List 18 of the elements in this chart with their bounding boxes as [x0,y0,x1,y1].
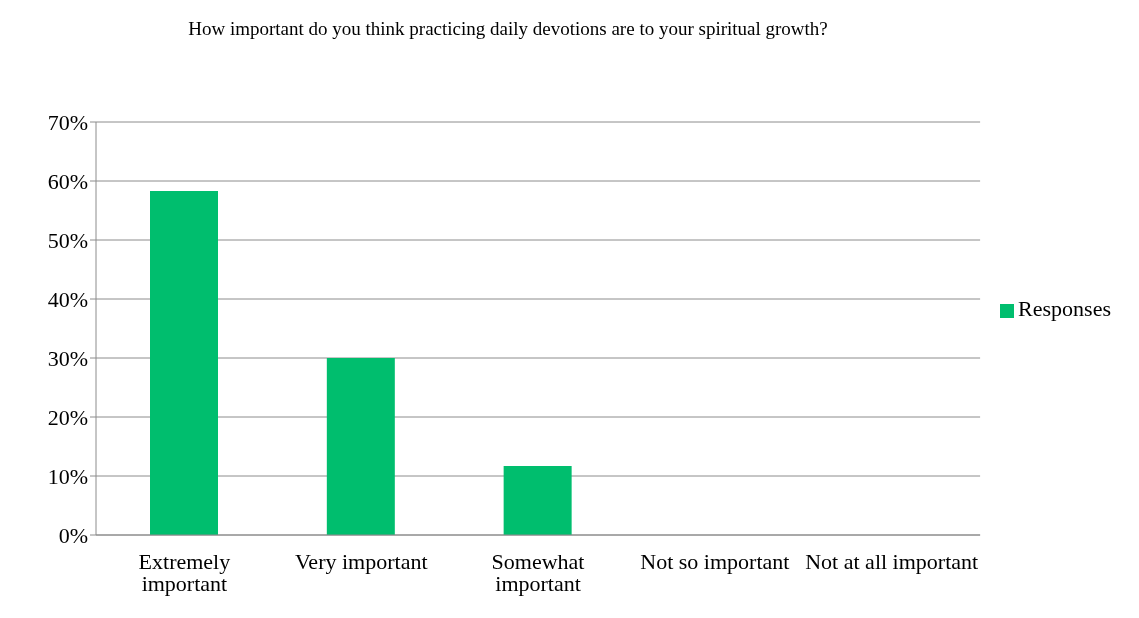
y-tick-label: 20% [47,404,88,430]
x-tick-label: Very important [294,548,428,574]
x-tick-label: Not so important [640,548,790,574]
x-tick-label: Extremely important [138,548,231,596]
y-tick-label: 70% [47,109,88,135]
bar [503,465,572,535]
y-tick-label: 60% [47,168,88,194]
chart-title: How important do you think practicing daily devotions are to your spiritual growth? [187,17,829,41]
x-tick-label: Somewhat important [491,548,585,596]
y-tick-label: 30% [47,345,88,371]
y-tick-label: 0% [58,522,88,548]
y-tick-label: 40% [47,286,88,312]
x-tick-label: Not at all important [805,548,979,574]
y-tick-label: 10% [47,463,88,489]
bar [150,191,218,535]
legend-label: Responses [1018,296,1111,321]
y-tick-label: 50% [47,227,88,253]
bar [326,358,395,535]
